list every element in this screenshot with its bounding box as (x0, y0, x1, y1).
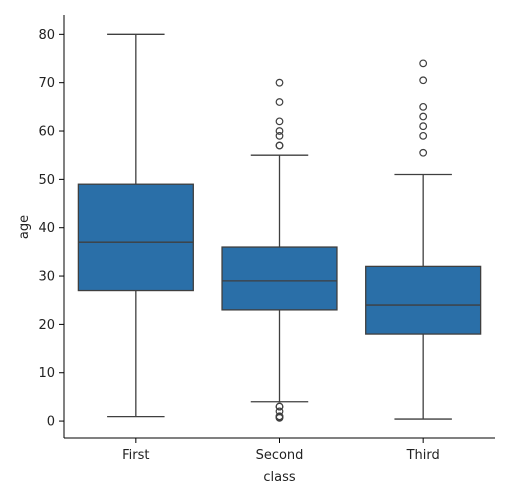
y-tick-label: 20 (38, 318, 55, 333)
y-tick-label: 70 (38, 76, 55, 91)
outlier-point (419, 76, 428, 85)
x-tick-label: Second (256, 448, 304, 463)
outlier-point (275, 131, 284, 140)
outlier-point (419, 102, 428, 111)
outlier-point (275, 407, 284, 416)
outlier-point (275, 141, 284, 150)
y-tick-label: 40 (38, 221, 55, 236)
outlier-point (275, 412, 284, 421)
iqr-box (365, 265, 482, 335)
outlier-point (419, 59, 428, 68)
iqr-box (77, 183, 194, 292)
outlier-point (275, 402, 284, 411)
x-tick-label: Third (406, 448, 440, 463)
y-tick-label: 60 (38, 125, 55, 140)
y-tick-label: 0 (47, 415, 55, 430)
outlier-point (419, 148, 428, 157)
iqr-box (221, 246, 338, 311)
outlier-point (275, 117, 284, 126)
outlier-point (419, 112, 428, 121)
plot-area (77, 33, 482, 422)
outlier-point (419, 122, 428, 131)
x-ticks: First Second Third (122, 438, 440, 463)
y-axis-label: age (17, 215, 32, 239)
outlier-point (275, 78, 284, 87)
y-tick-label: 80 (38, 28, 55, 43)
outlier-point (275, 98, 284, 106)
y-tick-label: 10 (38, 366, 55, 381)
outlier-point (419, 131, 428, 140)
x-tick-label: First (122, 448, 149, 463)
y-tick-label: 30 (38, 270, 55, 285)
box-group (221, 78, 338, 422)
y-ticks: 0 10 20 30 40 50 60 70 80 (38, 28, 64, 430)
box-group (365, 59, 482, 420)
box-group (77, 33, 194, 418)
outlier-point (275, 127, 284, 135)
y-tick-label: 50 (38, 173, 55, 188)
x-axis-label: class (263, 470, 295, 485)
